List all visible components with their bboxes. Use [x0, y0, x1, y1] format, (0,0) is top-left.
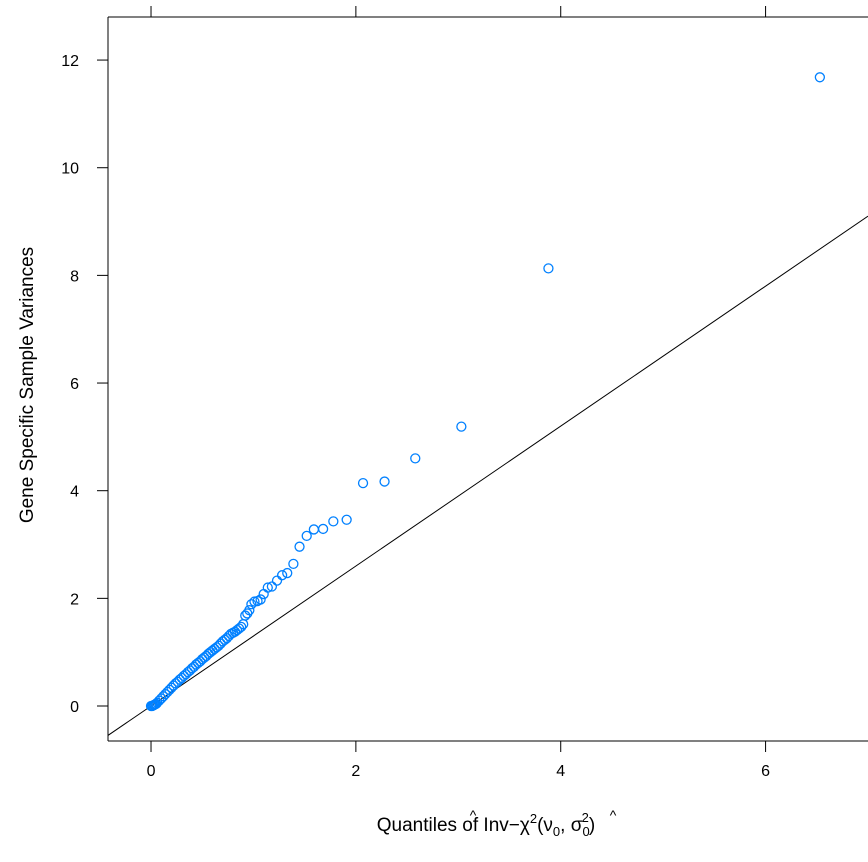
x-axis-label-sigma: σ — [571, 815, 583, 836]
reference-line — [108, 215, 868, 736]
y-tick-label: 4 — [70, 484, 79, 501]
x-axis-label-sigma-sup: 2 — [582, 810, 589, 825]
data-point — [276, 570, 288, 581]
x-axis-label-chi-sup: 2 — [530, 811, 537, 826]
data-point — [246, 599, 257, 610]
x-axis-bottom: 0 2 4 6 — [147, 741, 770, 780]
data-point — [145, 700, 157, 712]
x-axis-top — [150, 6, 767, 17]
plot-frame — [107, 16, 868, 742]
data-points — [145, 72, 826, 712]
x-axis-label-prefix: Quantiles of Inv−χ — [377, 815, 530, 836]
x-axis-label-nu-sub: 0 — [553, 824, 560, 839]
x-axis-label-nu: ν — [543, 815, 553, 836]
data-point — [294, 541, 305, 552]
y-tick-label: 6 — [70, 376, 79, 393]
data-point — [301, 530, 312, 542]
data-point — [357, 478, 369, 489]
y-tick-label: 2 — [70, 591, 79, 608]
data-point — [341, 514, 352, 525]
data-point — [814, 72, 826, 83]
x-axis-label: Quantiles of Inv−χ2(ν0, σ02) — [377, 810, 595, 839]
data-point — [308, 524, 320, 535]
x-tick-label: 2 — [351, 763, 360, 780]
data-point — [242, 608, 253, 619]
y-tick-label: 12 — [61, 53, 79, 70]
data-point — [271, 575, 283, 586]
y-axis-label: Gene Specific Sample Variances — [17, 247, 38, 523]
x-axis-label-close-paren: ) — [589, 815, 595, 836]
data-point — [266, 581, 278, 592]
data-point — [258, 588, 269, 600]
data-point — [410, 453, 421, 464]
x-axis-label-nu-hat: ^ — [470, 807, 477, 823]
x-axis-label-sigma-sub: 0 — [582, 824, 589, 839]
data-point — [543, 263, 554, 274]
data-point — [379, 476, 390, 487]
x-axis-label-open-paren: ( — [537, 815, 544, 836]
y-axis: 0 2 4 6 8 10 12 — [61, 53, 108, 716]
data-point — [288, 558, 299, 570]
data-point — [328, 516, 339, 527]
x-axis-label-sigma-hat: ^ — [610, 807, 617, 823]
x-tick-label: 4 — [556, 763, 565, 780]
x-tick-label: 6 — [761, 763, 770, 780]
data-point — [282, 567, 293, 579]
y-tick-label: 0 — [70, 699, 79, 716]
x-axis-label-comma: , — [560, 815, 571, 836]
data-point — [249, 596, 260, 607]
x-tick-label: 0 — [147, 763, 156, 780]
y-tick-label: 8 — [70, 268, 79, 285]
data-point — [456, 421, 467, 432]
y-tick-label: 10 — [61, 161, 79, 178]
